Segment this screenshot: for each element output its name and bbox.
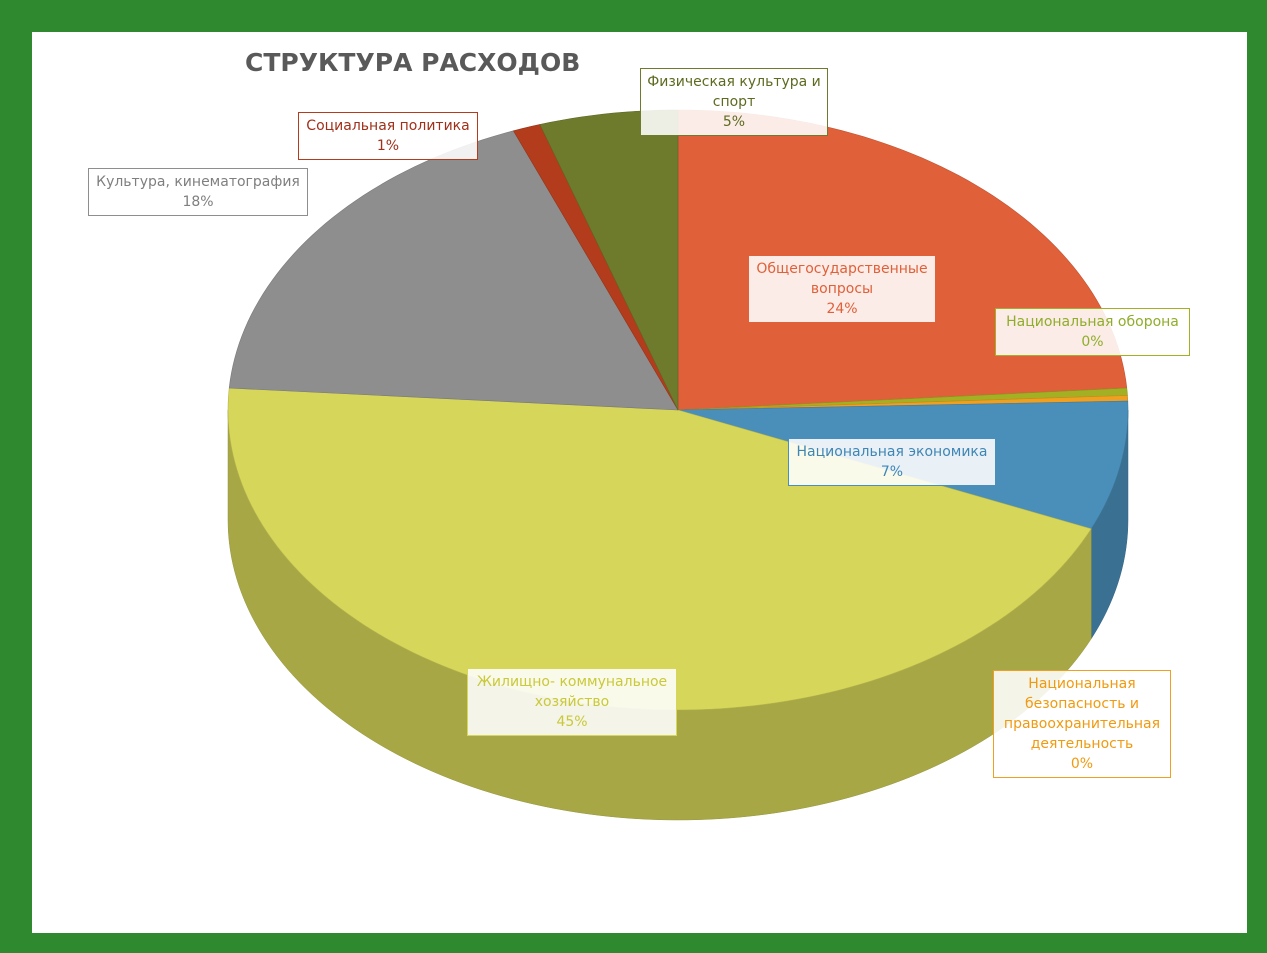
data-label: Социальная политика 1% — [298, 112, 478, 160]
percent-label: 5% — [722, 114, 746, 130]
category-name: Жилищно- коммунальное хозяйство — [476, 674, 668, 710]
category-name: Национальная экономика — [796, 444, 988, 460]
percent-label: 45% — [556, 714, 588, 730]
category-name: Культура, кинематография — [96, 174, 300, 190]
category-name: Национальная безопасность и правоохранит… — [1003, 676, 1161, 752]
data-label: Культура, кинематография 18% — [88, 168, 308, 216]
category-name: Физическая культура и спорт — [647, 74, 821, 110]
percent-label: 18% — [182, 194, 214, 210]
data-label: Физическая культура и спорт 5% — [640, 68, 828, 136]
data-label: Национальная экономика 7% — [788, 438, 996, 486]
data-label: Национальная оборона 0% — [995, 308, 1190, 356]
percent-label: 0% — [1081, 334, 1104, 350]
percent-label: 24% — [826, 301, 858, 317]
data-label: Жилищно- коммунальное хозяйство 45% — [467, 668, 677, 736]
percent-label: 7% — [880, 464, 904, 480]
chart-title: СТРУКТУРА РАСХОДОВ — [245, 48, 581, 77]
data-label: Общегосударственные вопросы 24% — [748, 255, 936, 323]
category-name: Национальная оборона — [1006, 314, 1179, 330]
category-name: Общегосударственные вопросы — [756, 261, 928, 297]
percent-label: 1% — [376, 138, 400, 154]
percent-label: 0% — [1070, 756, 1094, 772]
category-name: Социальная политика — [306, 118, 470, 134]
data-label: Национальная безопасность и правоохранит… — [993, 670, 1171, 778]
